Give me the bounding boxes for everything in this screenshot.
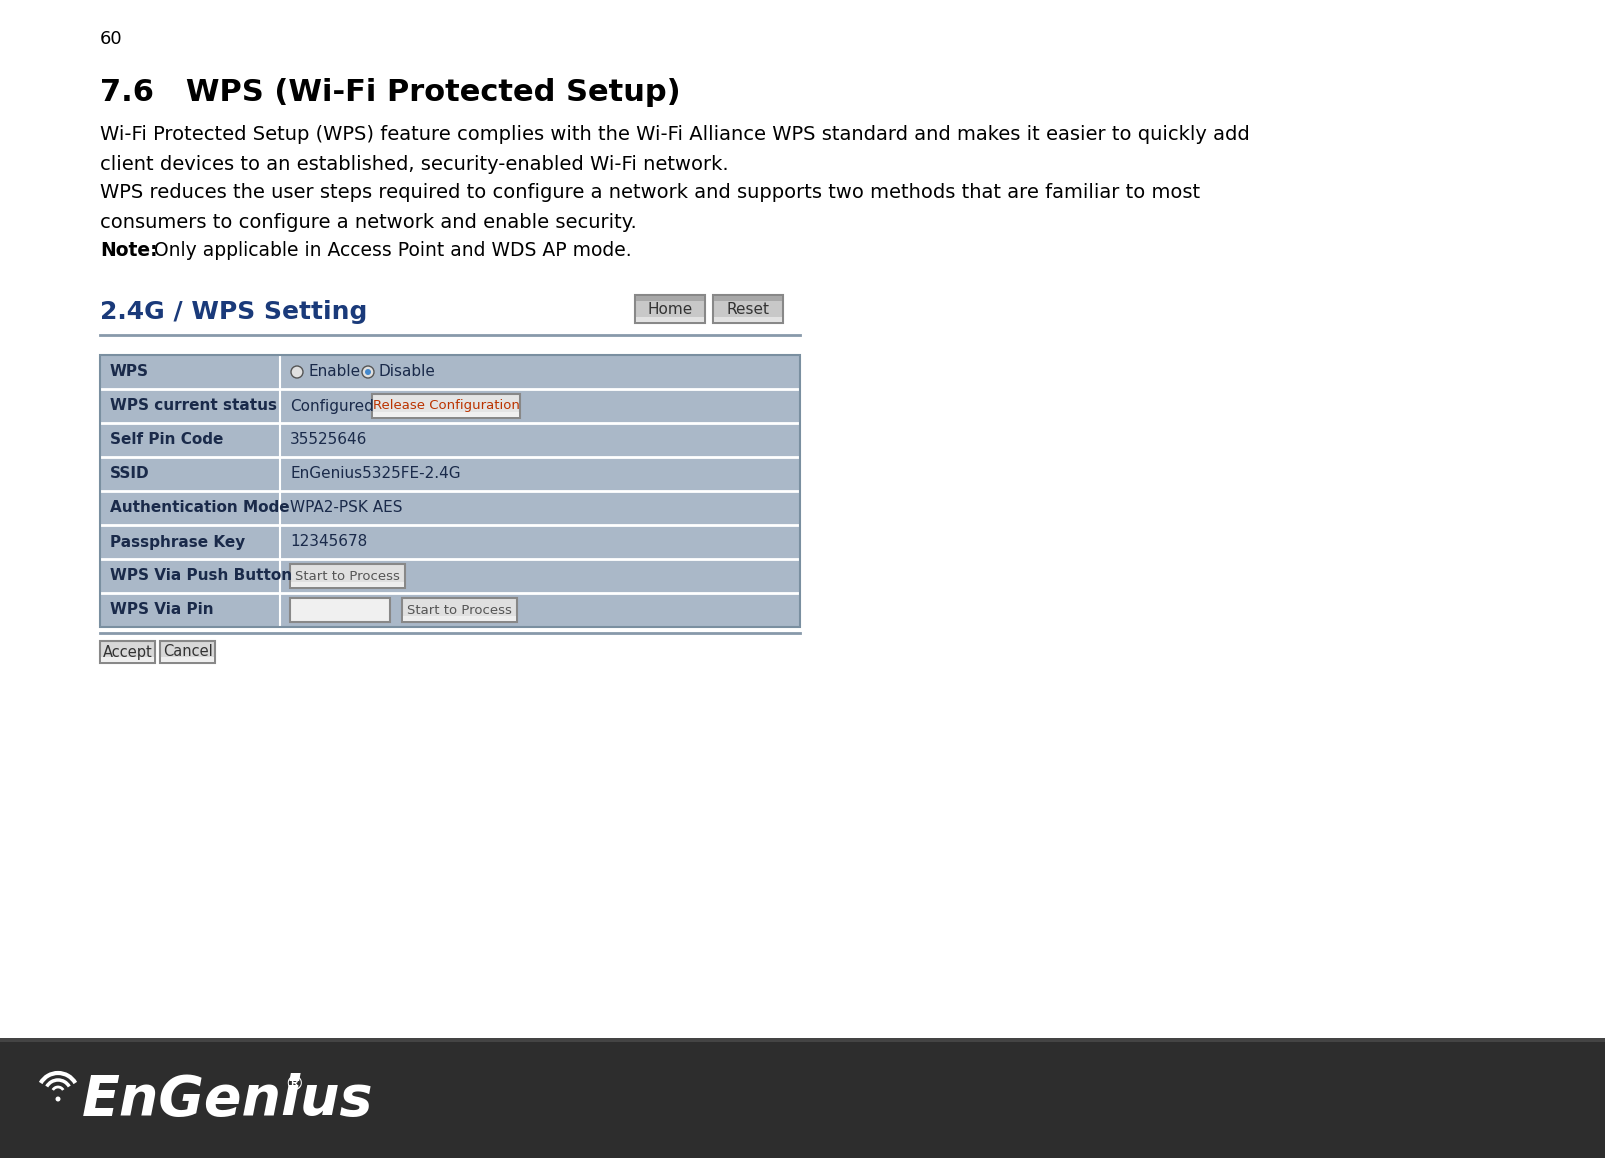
FancyBboxPatch shape bbox=[100, 642, 156, 664]
Text: Authentication Mode: Authentication Mode bbox=[111, 500, 289, 515]
FancyBboxPatch shape bbox=[372, 412, 518, 417]
FancyBboxPatch shape bbox=[403, 616, 515, 621]
FancyBboxPatch shape bbox=[714, 317, 782, 322]
FancyBboxPatch shape bbox=[0, 1038, 1605, 1042]
Text: Home: Home bbox=[647, 301, 693, 316]
Text: WPS reduces the user steps required to configure a network and supports two meth: WPS reduces the user steps required to c… bbox=[100, 183, 1201, 201]
Text: ®: ® bbox=[284, 1075, 303, 1093]
Text: Note:: Note: bbox=[100, 241, 157, 261]
Text: Release Configuration: Release Configuration bbox=[372, 400, 520, 412]
Text: Enable: Enable bbox=[308, 365, 360, 380]
Text: Only applicable in Access Point and WDS AP mode.: Only applicable in Access Point and WDS … bbox=[148, 241, 632, 261]
FancyBboxPatch shape bbox=[100, 389, 799, 423]
FancyBboxPatch shape bbox=[291, 564, 404, 588]
Circle shape bbox=[291, 366, 303, 378]
Text: WPS current status: WPS current status bbox=[111, 398, 278, 413]
Text: SSID: SSID bbox=[111, 467, 149, 482]
Text: Accept: Accept bbox=[103, 645, 152, 660]
FancyBboxPatch shape bbox=[100, 457, 799, 491]
FancyBboxPatch shape bbox=[100, 593, 799, 626]
FancyBboxPatch shape bbox=[401, 598, 517, 622]
FancyBboxPatch shape bbox=[101, 657, 154, 662]
Text: Configured: Configured bbox=[291, 398, 374, 413]
FancyBboxPatch shape bbox=[100, 491, 799, 525]
Text: consumers to configure a network and enable security.: consumers to configure a network and ena… bbox=[100, 213, 637, 232]
Circle shape bbox=[364, 369, 371, 375]
Circle shape bbox=[363, 366, 374, 378]
Text: 35525646: 35525646 bbox=[291, 432, 368, 447]
Text: Disable: Disable bbox=[379, 365, 437, 380]
FancyBboxPatch shape bbox=[291, 598, 390, 622]
Circle shape bbox=[56, 1097, 61, 1101]
Text: 12345678: 12345678 bbox=[291, 535, 368, 550]
FancyBboxPatch shape bbox=[0, 1038, 1605, 1158]
Text: Reset: Reset bbox=[727, 301, 769, 316]
FancyBboxPatch shape bbox=[713, 295, 783, 323]
FancyBboxPatch shape bbox=[100, 423, 799, 457]
FancyBboxPatch shape bbox=[636, 296, 705, 301]
FancyBboxPatch shape bbox=[636, 317, 705, 322]
Text: Wi-Fi Protected Setup (WPS) feature complies with the Wi-Fi Alliance WPS standar: Wi-Fi Protected Setup (WPS) feature comp… bbox=[100, 125, 1250, 144]
Text: Cancel: Cancel bbox=[162, 645, 212, 660]
FancyBboxPatch shape bbox=[100, 356, 799, 389]
Text: WPA2-PSK AES: WPA2-PSK AES bbox=[291, 500, 403, 515]
Text: WPS Via Push Button: WPS Via Push Button bbox=[111, 569, 292, 584]
FancyBboxPatch shape bbox=[372, 394, 520, 418]
FancyBboxPatch shape bbox=[636, 295, 705, 323]
FancyBboxPatch shape bbox=[160, 642, 215, 664]
Text: Self Pin Code: Self Pin Code bbox=[111, 432, 223, 447]
FancyBboxPatch shape bbox=[291, 582, 404, 587]
FancyBboxPatch shape bbox=[160, 657, 213, 662]
Text: 60: 60 bbox=[100, 30, 122, 47]
FancyBboxPatch shape bbox=[714, 296, 782, 301]
FancyBboxPatch shape bbox=[100, 559, 799, 593]
Text: EnGenius5325FE-2.4G: EnGenius5325FE-2.4G bbox=[291, 467, 461, 482]
Text: Passphrase Key: Passphrase Key bbox=[111, 535, 246, 550]
Text: Start to Process: Start to Process bbox=[406, 603, 512, 616]
Text: 7.6   WPS (Wi-Fi Protected Setup): 7.6 WPS (Wi-Fi Protected Setup) bbox=[100, 78, 681, 107]
Text: WPS Via Pin: WPS Via Pin bbox=[111, 602, 213, 617]
Text: client devices to an established, security-enabled Wi-Fi network.: client devices to an established, securi… bbox=[100, 155, 729, 174]
Text: EnGenius: EnGenius bbox=[82, 1073, 374, 1127]
Text: Start to Process: Start to Process bbox=[295, 570, 400, 582]
FancyBboxPatch shape bbox=[100, 525, 799, 559]
Text: 2.4G / WPS Setting: 2.4G / WPS Setting bbox=[100, 300, 368, 324]
Text: WPS: WPS bbox=[111, 365, 149, 380]
